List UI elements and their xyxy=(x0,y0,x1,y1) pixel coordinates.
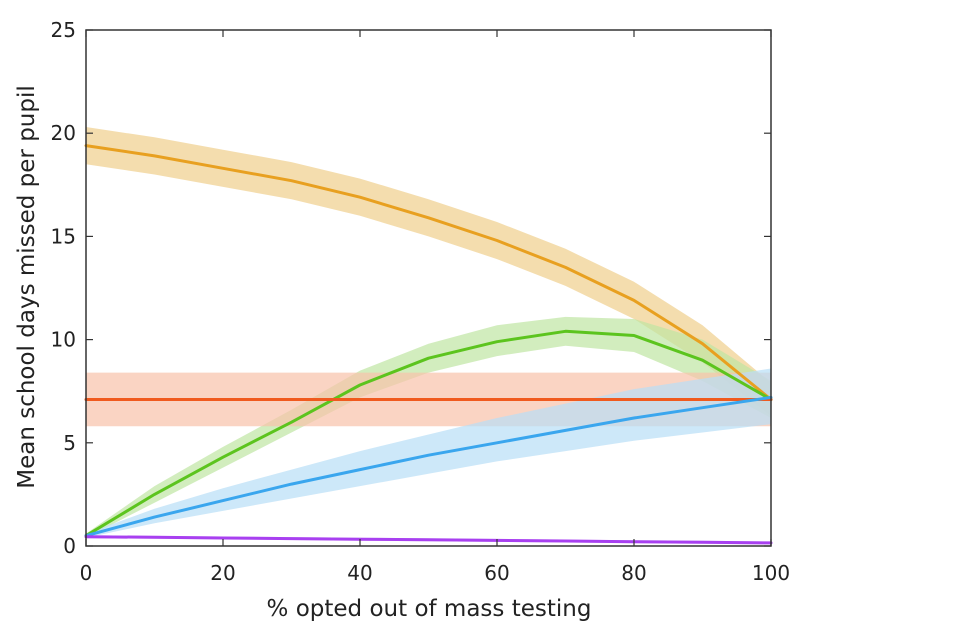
x-tick-label: 0 xyxy=(80,561,93,585)
x-tick-label: 20 xyxy=(210,561,235,585)
y-tick-label: 25 xyxy=(51,18,76,42)
y-tick-label: 10 xyxy=(51,328,76,352)
line-orange xyxy=(84,144,773,401)
plot-frame xyxy=(85,29,772,547)
line-green xyxy=(84,329,773,538)
y-tick-label: 20 xyxy=(51,121,76,145)
axis-ticks xyxy=(85,29,772,547)
x-tick-label: 100 xyxy=(752,561,790,585)
y-tick-label: 0 xyxy=(63,534,76,558)
y-tick-label: 15 xyxy=(51,224,76,248)
y-tick-label: 5 xyxy=(63,431,76,455)
confidence-bands xyxy=(86,127,771,545)
line-blue xyxy=(84,395,773,538)
x-tick-label: 40 xyxy=(347,561,372,585)
band-blue xyxy=(86,368,771,538)
y-axis-title: Mean school days missed per pupil xyxy=(14,85,40,489)
x-tick-label: 60 xyxy=(484,561,509,585)
series-lines xyxy=(84,144,773,545)
x-axis-title: % opted out of mass testing xyxy=(267,596,592,622)
band-green xyxy=(86,316,771,538)
axis-tick-labels: 0 20 40 60 80 100 0 5 10 15 20 25 xyxy=(51,18,791,585)
line-purple xyxy=(84,535,773,545)
x-tick-label: 80 xyxy=(621,561,646,585)
